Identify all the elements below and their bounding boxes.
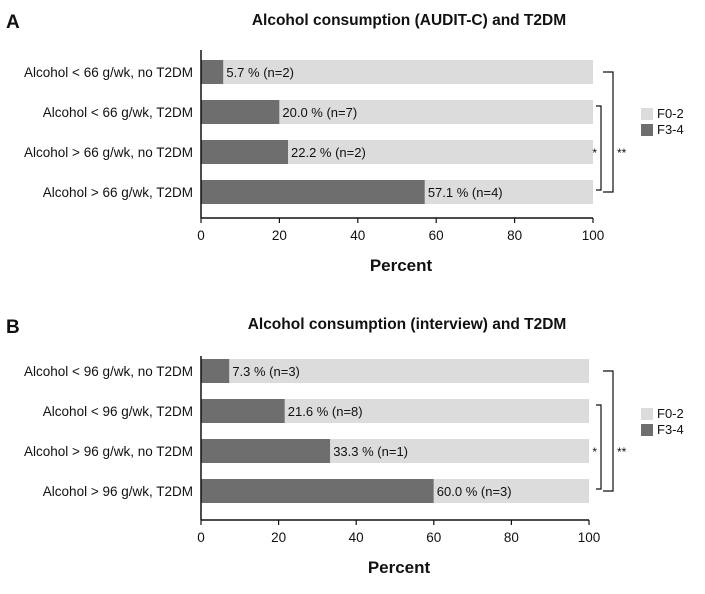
data-label: 7.3 % (n=3)	[232, 364, 300, 379]
legend-swatch-f0-2	[641, 108, 653, 120]
category-label: Alcohol < 66 g/wk, T2DM	[43, 105, 193, 120]
legend-swatch-f3-4	[641, 124, 653, 136]
category-label: Alcohol < 96 g/wk, T2DM	[43, 404, 193, 419]
data-label: 20.0 % (n=7)	[282, 105, 357, 120]
significance-mark-outer: **	[617, 445, 627, 459]
chart-panel-a: A Alcohol consumption (AUDIT-C) and T2DM A…	[6, 12, 684, 275]
chart-panel-b: B Alcohol consumption (interview) and T2D…	[6, 316, 684, 577]
panel-letter: A	[6, 12, 20, 33]
significance-mark-inner: *	[592, 146, 597, 160]
significance-mark-inner: *	[592, 445, 597, 459]
legend-label: F0-2	[657, 406, 684, 421]
panel-letter: B	[6, 317, 20, 338]
x-tick-label: 0	[197, 530, 205, 545]
chart-title: Alcohol consumption (interview) and T2DM	[248, 316, 567, 333]
bar-f3-4-1	[201, 359, 230, 383]
category-label: Alcohol > 96 g/wk, T2DM	[43, 484, 193, 499]
bar-f3-4-1	[201, 60, 224, 84]
x-tick-label: 40	[349, 530, 364, 545]
legend-label: F3-4	[657, 122, 684, 137]
significance-bracket-inner	[596, 105, 602, 191]
legend-label: F3-4	[657, 422, 684, 437]
x-axis-title: Percent	[370, 256, 433, 275]
significance-bracket-outer	[603, 71, 614, 193]
bar-f0-2-1	[229, 359, 589, 383]
x-tick-label: 60	[426, 530, 441, 545]
legend-swatch-f3-4	[641, 424, 653, 436]
x-tick-label: 40	[350, 228, 365, 243]
data-label: 5.7 % (n=2)	[226, 65, 294, 80]
category-label: Alcohol < 96 g/wk, no T2DM	[24, 364, 193, 379]
data-label: 60.0 % (n=3)	[437, 484, 512, 499]
category-label: Alcohol > 96 g/wk, no T2DM	[24, 444, 193, 459]
category-label: Alcohol > 66 g/wk, T2DM	[43, 185, 193, 200]
bar-f3-4-4	[201, 479, 434, 503]
bar-f0-2-4	[424, 180, 593, 204]
category-label: Alcohol > 66 g/wk, no T2DM	[24, 145, 193, 160]
data-label: 22.2 % (n=2)	[291, 145, 366, 160]
bar-f3-4-2	[201, 100, 280, 124]
bar-f3-4-3	[201, 439, 331, 463]
x-tick-label: 100	[582, 228, 605, 243]
bar-f0-2-2	[284, 399, 589, 423]
bar-f0-2-3	[288, 140, 593, 164]
x-tick-label: 80	[507, 228, 522, 243]
bar-f0-2-2	[279, 100, 593, 124]
x-tick-label: 20	[271, 530, 286, 545]
x-tick-label: 20	[272, 228, 287, 243]
x-axis-title: Percent	[368, 558, 431, 577]
bar-f0-2-1	[223, 60, 593, 84]
significance-bracket-inner	[596, 404, 602, 490]
x-tick-label: 80	[504, 530, 519, 545]
x-tick-label: 60	[429, 228, 444, 243]
bar-f0-2-3	[330, 439, 589, 463]
bar-f3-4-3	[201, 140, 289, 164]
data-label: 21.6 % (n=8)	[288, 404, 363, 419]
category-label: Alcohol < 66 g/wk, no T2DM	[24, 65, 193, 80]
x-tick-label: 100	[578, 530, 601, 545]
significance-bracket-outer	[603, 370, 614, 492]
legend-label: F0-2	[657, 106, 684, 121]
x-tick-label: 0	[197, 228, 205, 243]
significance-mark-outer: **	[617, 146, 627, 160]
legend-swatch-f0-2	[641, 408, 653, 420]
chart-title: Alcohol consumption (AUDIT-C) and T2DM	[252, 12, 566, 29]
data-label: 33.3 % (n=1)	[333, 444, 408, 459]
bar-f3-4-4	[201, 180, 425, 204]
bar-f0-2-4	[433, 479, 589, 503]
data-label: 57.1 % (n=4)	[428, 185, 503, 200]
bar-f3-4-2	[201, 399, 285, 423]
